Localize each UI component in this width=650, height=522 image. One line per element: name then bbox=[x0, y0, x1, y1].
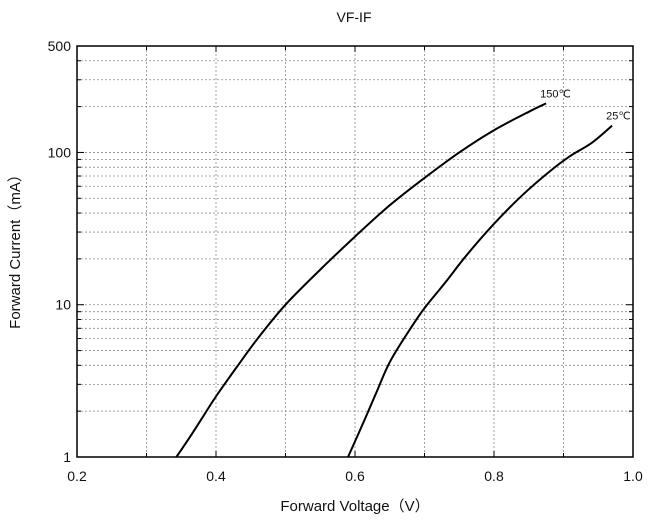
x-tick-label: 1.0 bbox=[623, 468, 643, 484]
x-tick-label: 0.2 bbox=[67, 468, 87, 484]
series-label: 150℃ bbox=[540, 88, 571, 100]
y-tick-label: 1 bbox=[63, 449, 71, 465]
y-tick-label: 100 bbox=[48, 144, 72, 160]
series-label: 25℃ bbox=[606, 111, 631, 123]
series-lines bbox=[175, 102, 613, 458]
x-tick-label: 0.4 bbox=[206, 468, 226, 484]
y-axis-label: Forward Current（mA） bbox=[7, 167, 24, 329]
grid bbox=[77, 46, 633, 457]
series-labels: 150℃ 25℃ bbox=[540, 88, 631, 122]
y-tick-label: 500 bbox=[48, 38, 72, 54]
x-axis-label: Forward Voltage（V） bbox=[280, 498, 429, 515]
tick-labels: 0.2 0.4 0.6 0.8 1.0 1 10 100 500 bbox=[48, 38, 643, 484]
y-tick-label: 10 bbox=[55, 297, 71, 313]
x-tick-label: 0.6 bbox=[345, 468, 365, 484]
x-tick-label: 0.8 bbox=[484, 468, 504, 484]
plot-frame bbox=[76, 45, 634, 458]
chart-title: VF-IF bbox=[337, 9, 372, 25]
series-line bbox=[175, 102, 547, 458]
series-line bbox=[347, 124, 613, 458]
